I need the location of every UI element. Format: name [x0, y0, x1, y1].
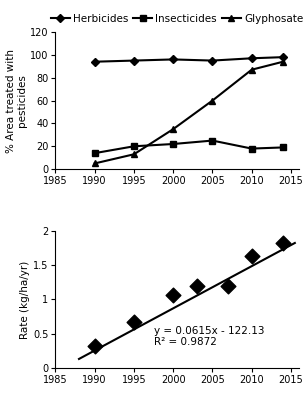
- Line: Glyphosate: Glyphosate: [92, 59, 286, 166]
- Text: y = 0.0615x - 122.13: y = 0.0615x - 122.13: [154, 326, 264, 336]
- Point: [92, 343, 97, 349]
- Text: R² = 0.9872: R² = 0.9872: [154, 337, 217, 347]
- Insecticides: [211, 138, 214, 143]
- Insecticides: [250, 146, 253, 151]
- Legend: Herbicides, Insecticides, Glyphosate: Herbicides, Insecticides, Glyphosate: [51, 14, 303, 24]
- Insecticides: [171, 142, 175, 146]
- Glyphosate: [281, 59, 285, 64]
- Herbicides: [132, 58, 136, 63]
- Point: [281, 240, 286, 246]
- Glyphosate: [211, 98, 214, 103]
- Herbicides: [281, 55, 285, 60]
- Y-axis label: Rate (kg/ha/yr): Rate (kg/ha/yr): [20, 260, 30, 338]
- Insecticides: [132, 144, 136, 149]
- Y-axis label: % Area treated with
pesticides: % Area treated with pesticides: [6, 48, 27, 152]
- Glyphosate: [132, 152, 136, 157]
- Point: [171, 292, 176, 298]
- Glyphosate: [171, 127, 175, 132]
- Point: [249, 253, 254, 260]
- Glyphosate: [250, 67, 253, 72]
- Point: [226, 282, 231, 289]
- Insecticides: [281, 145, 285, 150]
- Line: Insecticides: Insecticides: [92, 138, 286, 156]
- Line: Herbicides: Herbicides: [92, 54, 286, 64]
- Herbicides: [211, 58, 214, 63]
- Point: [132, 319, 136, 325]
- Glyphosate: [93, 161, 96, 166]
- Insecticides: [93, 151, 96, 156]
- Herbicides: [93, 59, 96, 64]
- Herbicides: [250, 56, 253, 61]
- Point: [194, 283, 199, 290]
- Herbicides: [171, 57, 175, 62]
